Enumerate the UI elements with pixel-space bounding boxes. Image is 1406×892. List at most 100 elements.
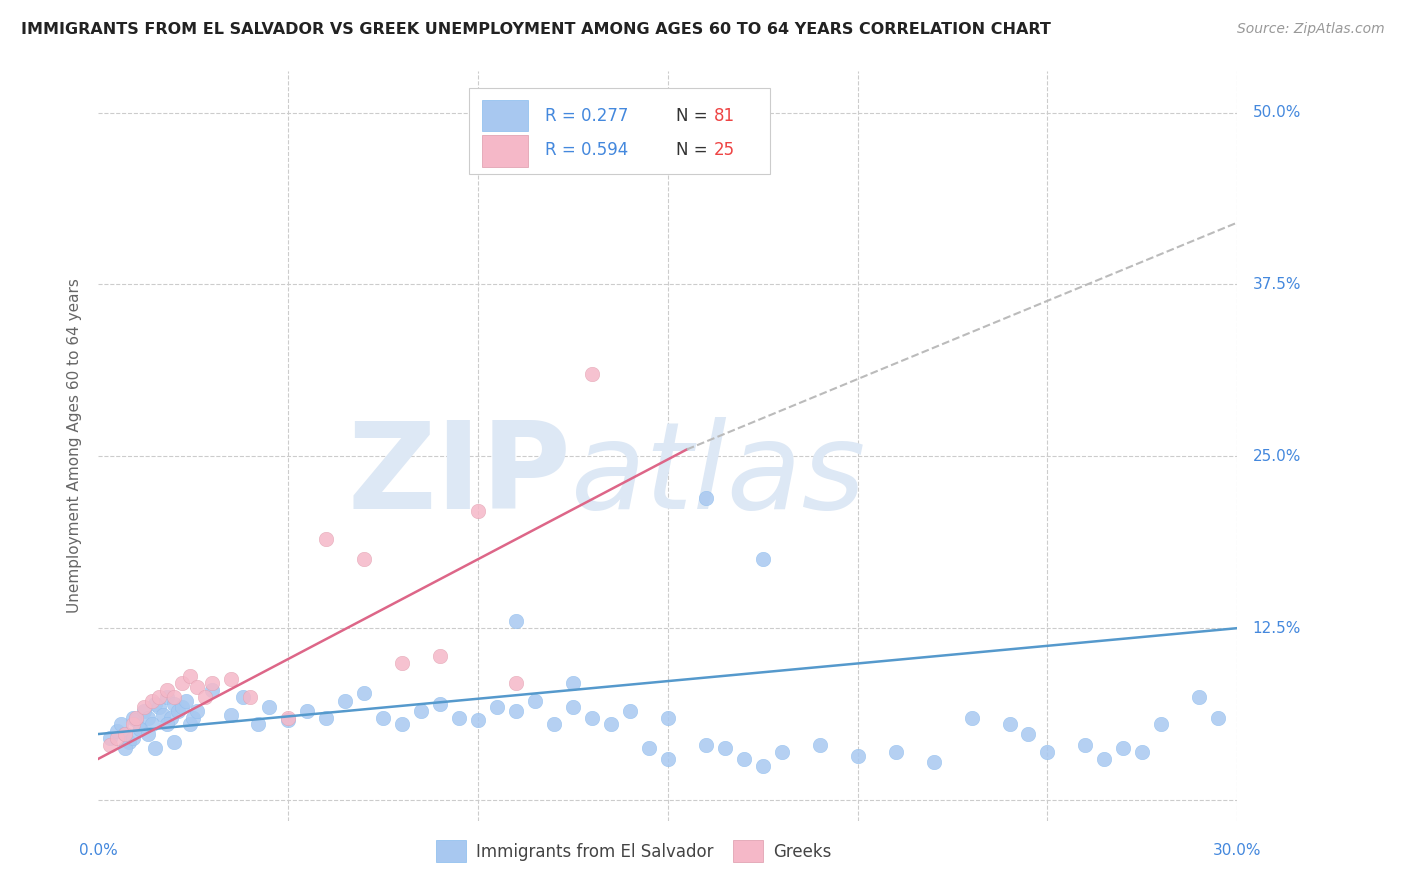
Point — [152, 707, 174, 722]
Point — [186, 704, 208, 718]
Point — [1132, 745, 1154, 759]
Point — [163, 735, 186, 749]
Point — [183, 710, 205, 724]
Point — [846, 749, 869, 764]
Point — [391, 656, 413, 670]
Point — [201, 683, 224, 698]
Point — [159, 710, 181, 724]
Point — [114, 740, 136, 755]
Point — [121, 717, 143, 731]
Point — [562, 676, 585, 690]
Point — [429, 697, 451, 711]
Text: 50.0%: 50.0% — [1253, 105, 1301, 120]
Point — [1018, 727, 1040, 741]
Point — [1074, 738, 1097, 752]
Point — [467, 713, 489, 727]
FancyBboxPatch shape — [482, 135, 527, 167]
Point — [808, 738, 831, 752]
Point — [505, 704, 527, 718]
Point — [505, 615, 527, 629]
Point — [118, 735, 141, 749]
Point — [125, 710, 148, 724]
Text: 0.0%: 0.0% — [79, 843, 118, 858]
Point — [1150, 717, 1173, 731]
Point — [752, 552, 775, 566]
Text: 12.5%: 12.5% — [1253, 621, 1301, 636]
Point — [297, 704, 319, 718]
FancyBboxPatch shape — [468, 87, 770, 174]
Point — [141, 717, 163, 731]
Point — [315, 532, 337, 546]
Point — [695, 738, 717, 752]
Text: 30.0%: 30.0% — [1213, 843, 1261, 858]
Point — [110, 717, 132, 731]
Point — [170, 699, 193, 714]
Point — [179, 717, 201, 731]
Point — [581, 710, 603, 724]
Point — [145, 697, 167, 711]
Point — [170, 676, 193, 690]
FancyBboxPatch shape — [482, 100, 527, 131]
Point — [136, 727, 159, 741]
Point — [145, 740, 167, 755]
Point — [411, 704, 433, 718]
Point — [467, 504, 489, 518]
Point — [315, 710, 337, 724]
Point — [752, 758, 775, 772]
Point — [132, 699, 155, 714]
Text: R = 0.594: R = 0.594 — [546, 141, 628, 159]
Point — [221, 707, 243, 722]
Point — [246, 717, 269, 731]
Point — [1188, 690, 1211, 704]
Text: Source: ZipAtlas.com: Source: ZipAtlas.com — [1237, 22, 1385, 37]
Point — [129, 722, 152, 736]
Text: 25: 25 — [713, 141, 734, 159]
Point — [98, 738, 121, 752]
Point — [277, 710, 299, 724]
Point — [221, 672, 243, 686]
Point — [657, 752, 679, 766]
Point — [167, 704, 190, 718]
Point — [129, 722, 152, 736]
Point — [505, 676, 527, 690]
Text: 25.0%: 25.0% — [1253, 449, 1301, 464]
Point — [114, 727, 136, 741]
Point — [156, 690, 179, 704]
Point — [121, 710, 143, 724]
Point — [141, 694, 163, 708]
Point — [391, 717, 413, 731]
Point — [163, 690, 186, 704]
Point — [353, 552, 375, 566]
Point — [524, 694, 547, 708]
Point — [884, 745, 907, 759]
Point — [449, 710, 471, 724]
Point — [998, 717, 1021, 731]
Point — [136, 710, 159, 724]
Point — [148, 690, 170, 704]
Point — [1094, 752, 1116, 766]
Point — [429, 648, 451, 663]
Point — [277, 713, 299, 727]
Point — [619, 704, 641, 718]
Point — [156, 683, 179, 698]
Point — [163, 697, 186, 711]
Point — [657, 710, 679, 724]
Point — [107, 724, 129, 739]
Point — [960, 710, 983, 724]
Text: atlas: atlas — [571, 417, 866, 534]
Point — [174, 694, 197, 708]
Text: 81: 81 — [713, 106, 734, 125]
Point — [562, 699, 585, 714]
Point — [922, 755, 945, 769]
Point — [335, 694, 357, 708]
Text: N =: N = — [676, 141, 713, 159]
Point — [714, 740, 737, 755]
Point — [114, 727, 136, 741]
Point — [581, 367, 603, 381]
Point — [107, 731, 129, 746]
Y-axis label: Unemployment Among Ages 60 to 64 years: Unemployment Among Ages 60 to 64 years — [67, 278, 83, 614]
Text: ZIP: ZIP — [347, 417, 571, 534]
Point — [239, 690, 262, 704]
Point — [98, 731, 121, 746]
Point — [121, 731, 143, 746]
